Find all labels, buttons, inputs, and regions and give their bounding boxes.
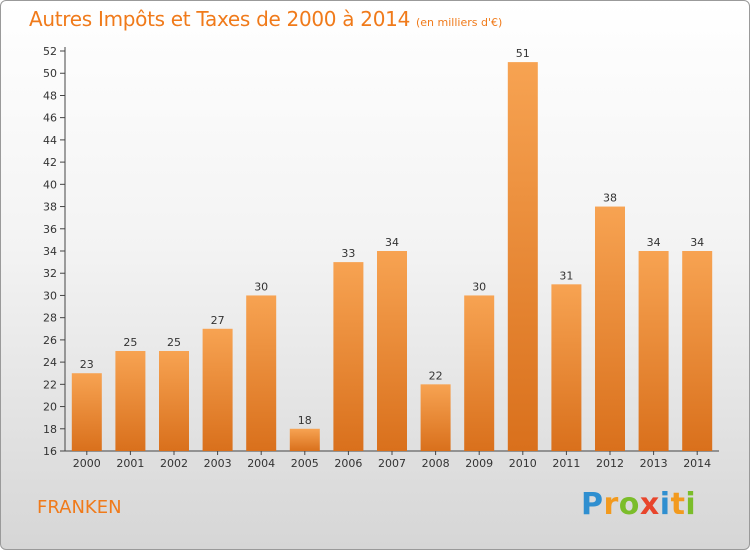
logo-letter: o	[618, 487, 640, 522]
logo-letter: t	[670, 487, 686, 522]
chart-subtitle: (en milliers d'€)	[416, 16, 503, 29]
bar-value-label: 33	[341, 247, 355, 260]
bar-value-label: 23	[80, 358, 94, 371]
city-name: FRANKEN	[37, 497, 122, 518]
bar	[333, 262, 364, 451]
x-tick-label: 2009	[465, 457, 493, 470]
bar-value-label: 31	[559, 269, 573, 282]
logo-letter: x	[639, 487, 660, 522]
y-tick-label: 20	[43, 401, 57, 414]
x-tick-label: 2004	[247, 457, 275, 470]
logo-letter: r	[603, 487, 619, 522]
bar	[377, 251, 407, 451]
bar	[551, 284, 582, 451]
bar-value-label: 25	[123, 336, 137, 349]
y-tick-label: 30	[43, 289, 57, 302]
x-tick-label: 2003	[204, 457, 232, 470]
x-tick-label: 2001	[116, 457, 144, 470]
bar-value-label: 38	[603, 192, 617, 205]
y-tick-label: 26	[43, 334, 57, 347]
x-tick-label: 2006	[334, 457, 362, 470]
x-tick-label: 2002	[160, 457, 188, 470]
y-tick-label: 44	[43, 134, 57, 147]
logo-letter: P	[581, 487, 604, 522]
x-tick-label: 2005	[291, 457, 319, 470]
y-tick-label: 52	[43, 45, 57, 58]
bar	[159, 351, 189, 451]
y-tick-label: 36	[43, 223, 57, 236]
proxiti-logo[interactable]: Proxiti	[581, 487, 696, 522]
y-tick-label: 32	[43, 267, 57, 280]
x-tick-label: 2014	[683, 457, 711, 470]
bar-value-label: 34	[647, 236, 661, 249]
bar	[202, 328, 233, 451]
bar	[507, 62, 538, 451]
y-tick-label: 38	[43, 201, 57, 214]
x-tick-label: 2008	[422, 457, 450, 470]
bar	[289, 428, 320, 451]
x-tick-label: 2007	[378, 457, 406, 470]
logo-letter: i	[685, 487, 697, 522]
bar	[464, 295, 495, 451]
y-tick-label: 50	[43, 67, 57, 80]
x-tick-label: 2012	[596, 457, 624, 470]
y-tick-label: 28	[43, 312, 57, 325]
y-tick-label: 18	[43, 423, 57, 436]
y-tick-label: 34	[43, 245, 57, 258]
y-tick-label: 48	[43, 89, 57, 102]
chart-title-text: Autres Impôts et Taxes de 2000 à 2014	[29, 7, 410, 31]
y-tick-label: 42	[43, 156, 57, 169]
bar-value-label: 22	[429, 369, 443, 382]
y-tick-label: 40	[43, 178, 57, 191]
bar-value-label: 27	[211, 314, 225, 327]
bar	[420, 384, 451, 451]
bar	[595, 206, 625, 451]
x-tick-label: 2010	[509, 457, 537, 470]
logo-letter: i	[659, 487, 671, 522]
y-tick-label: 24	[43, 356, 57, 369]
bar-value-label: 34	[385, 236, 399, 249]
x-tick-label: 2013	[640, 457, 668, 470]
y-tick-label: 46	[43, 112, 57, 125]
bar-value-label: 34	[690, 236, 704, 249]
bar-value-label: 25	[167, 336, 181, 349]
x-tick-label: 2011	[552, 457, 580, 470]
bar-value-label: 18	[298, 414, 312, 427]
bar	[71, 373, 102, 451]
bar	[115, 351, 146, 451]
chart-title: Autres Impôts et Taxes de 2000 à 2014 (en…	[29, 7, 502, 31]
y-tick-label: 16	[43, 445, 57, 458]
bar-value-label: 30	[254, 280, 268, 293]
y-tick-label: 22	[43, 378, 57, 391]
bar	[246, 295, 277, 451]
bar	[638, 251, 669, 451]
bar-value-label: 30	[472, 280, 486, 293]
bar	[682, 251, 713, 451]
bar-value-label: 51	[516, 47, 530, 60]
x-tick-label: 2000	[73, 457, 101, 470]
